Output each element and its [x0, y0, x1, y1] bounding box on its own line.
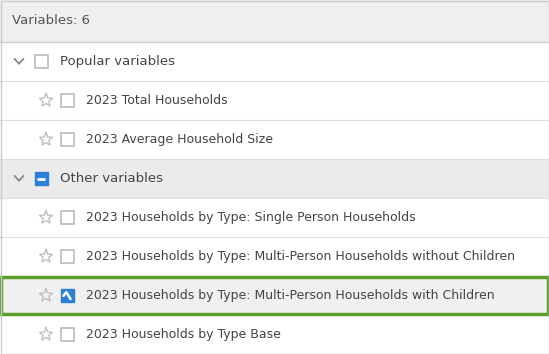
Text: Variables: 6: Variables: 6	[12, 15, 90, 28]
Text: 2023 Households by Type Base: 2023 Households by Type Base	[86, 328, 281, 341]
Text: Popular variables: Popular variables	[60, 55, 175, 68]
Bar	[60, 211, 74, 224]
Text: 2023 Total Households: 2023 Total Households	[86, 94, 228, 107]
Bar	[0, 159, 549, 198]
Text: 2023 Households by Type: Multi-Person Households with Children: 2023 Households by Type: Multi-Person Ho…	[86, 289, 495, 302]
Text: 2023 Households by Type: Single Person Households: 2023 Households by Type: Single Person H…	[86, 211, 416, 224]
Text: 2023 Households by Type: Multi-Person Households without Children: 2023 Households by Type: Multi-Person Ho…	[86, 250, 515, 263]
Text: 2023 Average Household Size: 2023 Average Household Size	[86, 133, 273, 146]
Bar	[0, 315, 549, 354]
Bar	[0, 237, 549, 276]
Bar	[0, 42, 549, 81]
Bar	[0, 198, 549, 237]
Bar	[0, 120, 549, 159]
Bar	[0, 276, 549, 315]
Bar	[60, 289, 74, 302]
Text: Other variables: Other variables	[60, 172, 163, 185]
Bar	[0, 0, 549, 42]
Bar	[35, 55, 48, 68]
Bar	[1, 277, 548, 314]
Bar	[60, 94, 74, 107]
Bar	[60, 328, 74, 341]
Bar	[60, 133, 74, 146]
Bar	[0, 81, 549, 120]
Bar	[60, 250, 74, 263]
Bar	[35, 172, 48, 185]
